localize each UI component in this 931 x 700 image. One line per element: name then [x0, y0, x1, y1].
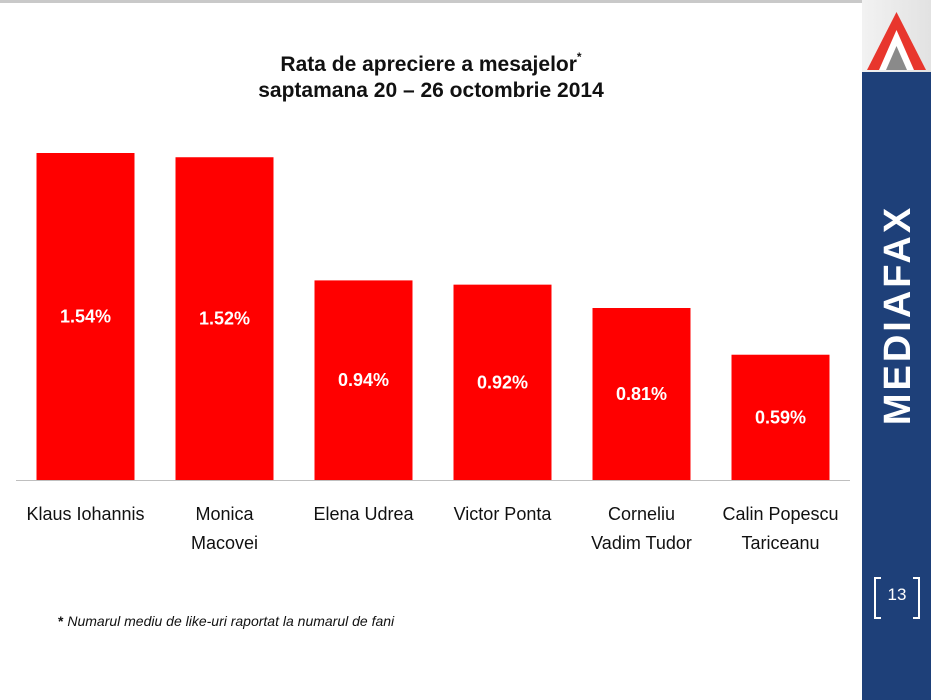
- top-rule: [0, 0, 862, 3]
- data-label: 0.59%: [755, 407, 806, 427]
- data-label: 0.94%: [338, 370, 389, 390]
- data-label: 0.81%: [616, 384, 667, 404]
- chart-subtitle: saptamana 20 – 26 octombrie 2014: [258, 79, 604, 102]
- brand-wordmark: MEDIAFAX: [877, 205, 919, 425]
- bar: [592, 308, 691, 480]
- page-number-badge: [874, 577, 920, 619]
- footnote-text: Numarul mediu de like-uri raportat la nu…: [67, 613, 395, 629]
- bar: [453, 284, 552, 480]
- category-label: Macovei: [191, 533, 258, 553]
- category-label: Monica: [195, 504, 254, 524]
- footnote: * Numarul mediu de like-uri raportat la …: [58, 613, 394, 629]
- bar: [175, 157, 274, 480]
- category-label: Elena Udrea: [313, 504, 414, 524]
- bar-chart: 1.54% Klaus Iohannis 1.52% Monica Macovei 0.9…: [16, 153, 850, 553]
- bar: [36, 153, 135, 480]
- brand-text: MEDIAFAX: [877, 205, 919, 425]
- category-label: Corneliu: [608, 504, 675, 524]
- chart-title-line1: Rata de apreciere a mesajelor: [280, 53, 577, 76]
- chart-title: Rata de apreciere a mesajelor*: [0, 44, 862, 80]
- data-label: 0.92%: [477, 372, 528, 392]
- category-label: Calin Popescu: [722, 504, 838, 524]
- data-label: 1.54%: [60, 307, 111, 327]
- category-label: Victor Ponta: [454, 504, 553, 524]
- page-number: 13: [887, 585, 907, 604]
- category-label: Tariceanu: [741, 533, 819, 553]
- data-label: 1.52%: [199, 309, 250, 329]
- bar: [314, 280, 413, 480]
- mediafax-logo-icon: [867, 12, 926, 70]
- bar: [731, 354, 830, 480]
- title-footnote-mark: *: [576, 50, 582, 64]
- category-label: Klaus Iohannis: [26, 504, 144, 524]
- footnote-mark: *: [58, 613, 64, 629]
- category-label: Vadim Tudor: [591, 533, 692, 553]
